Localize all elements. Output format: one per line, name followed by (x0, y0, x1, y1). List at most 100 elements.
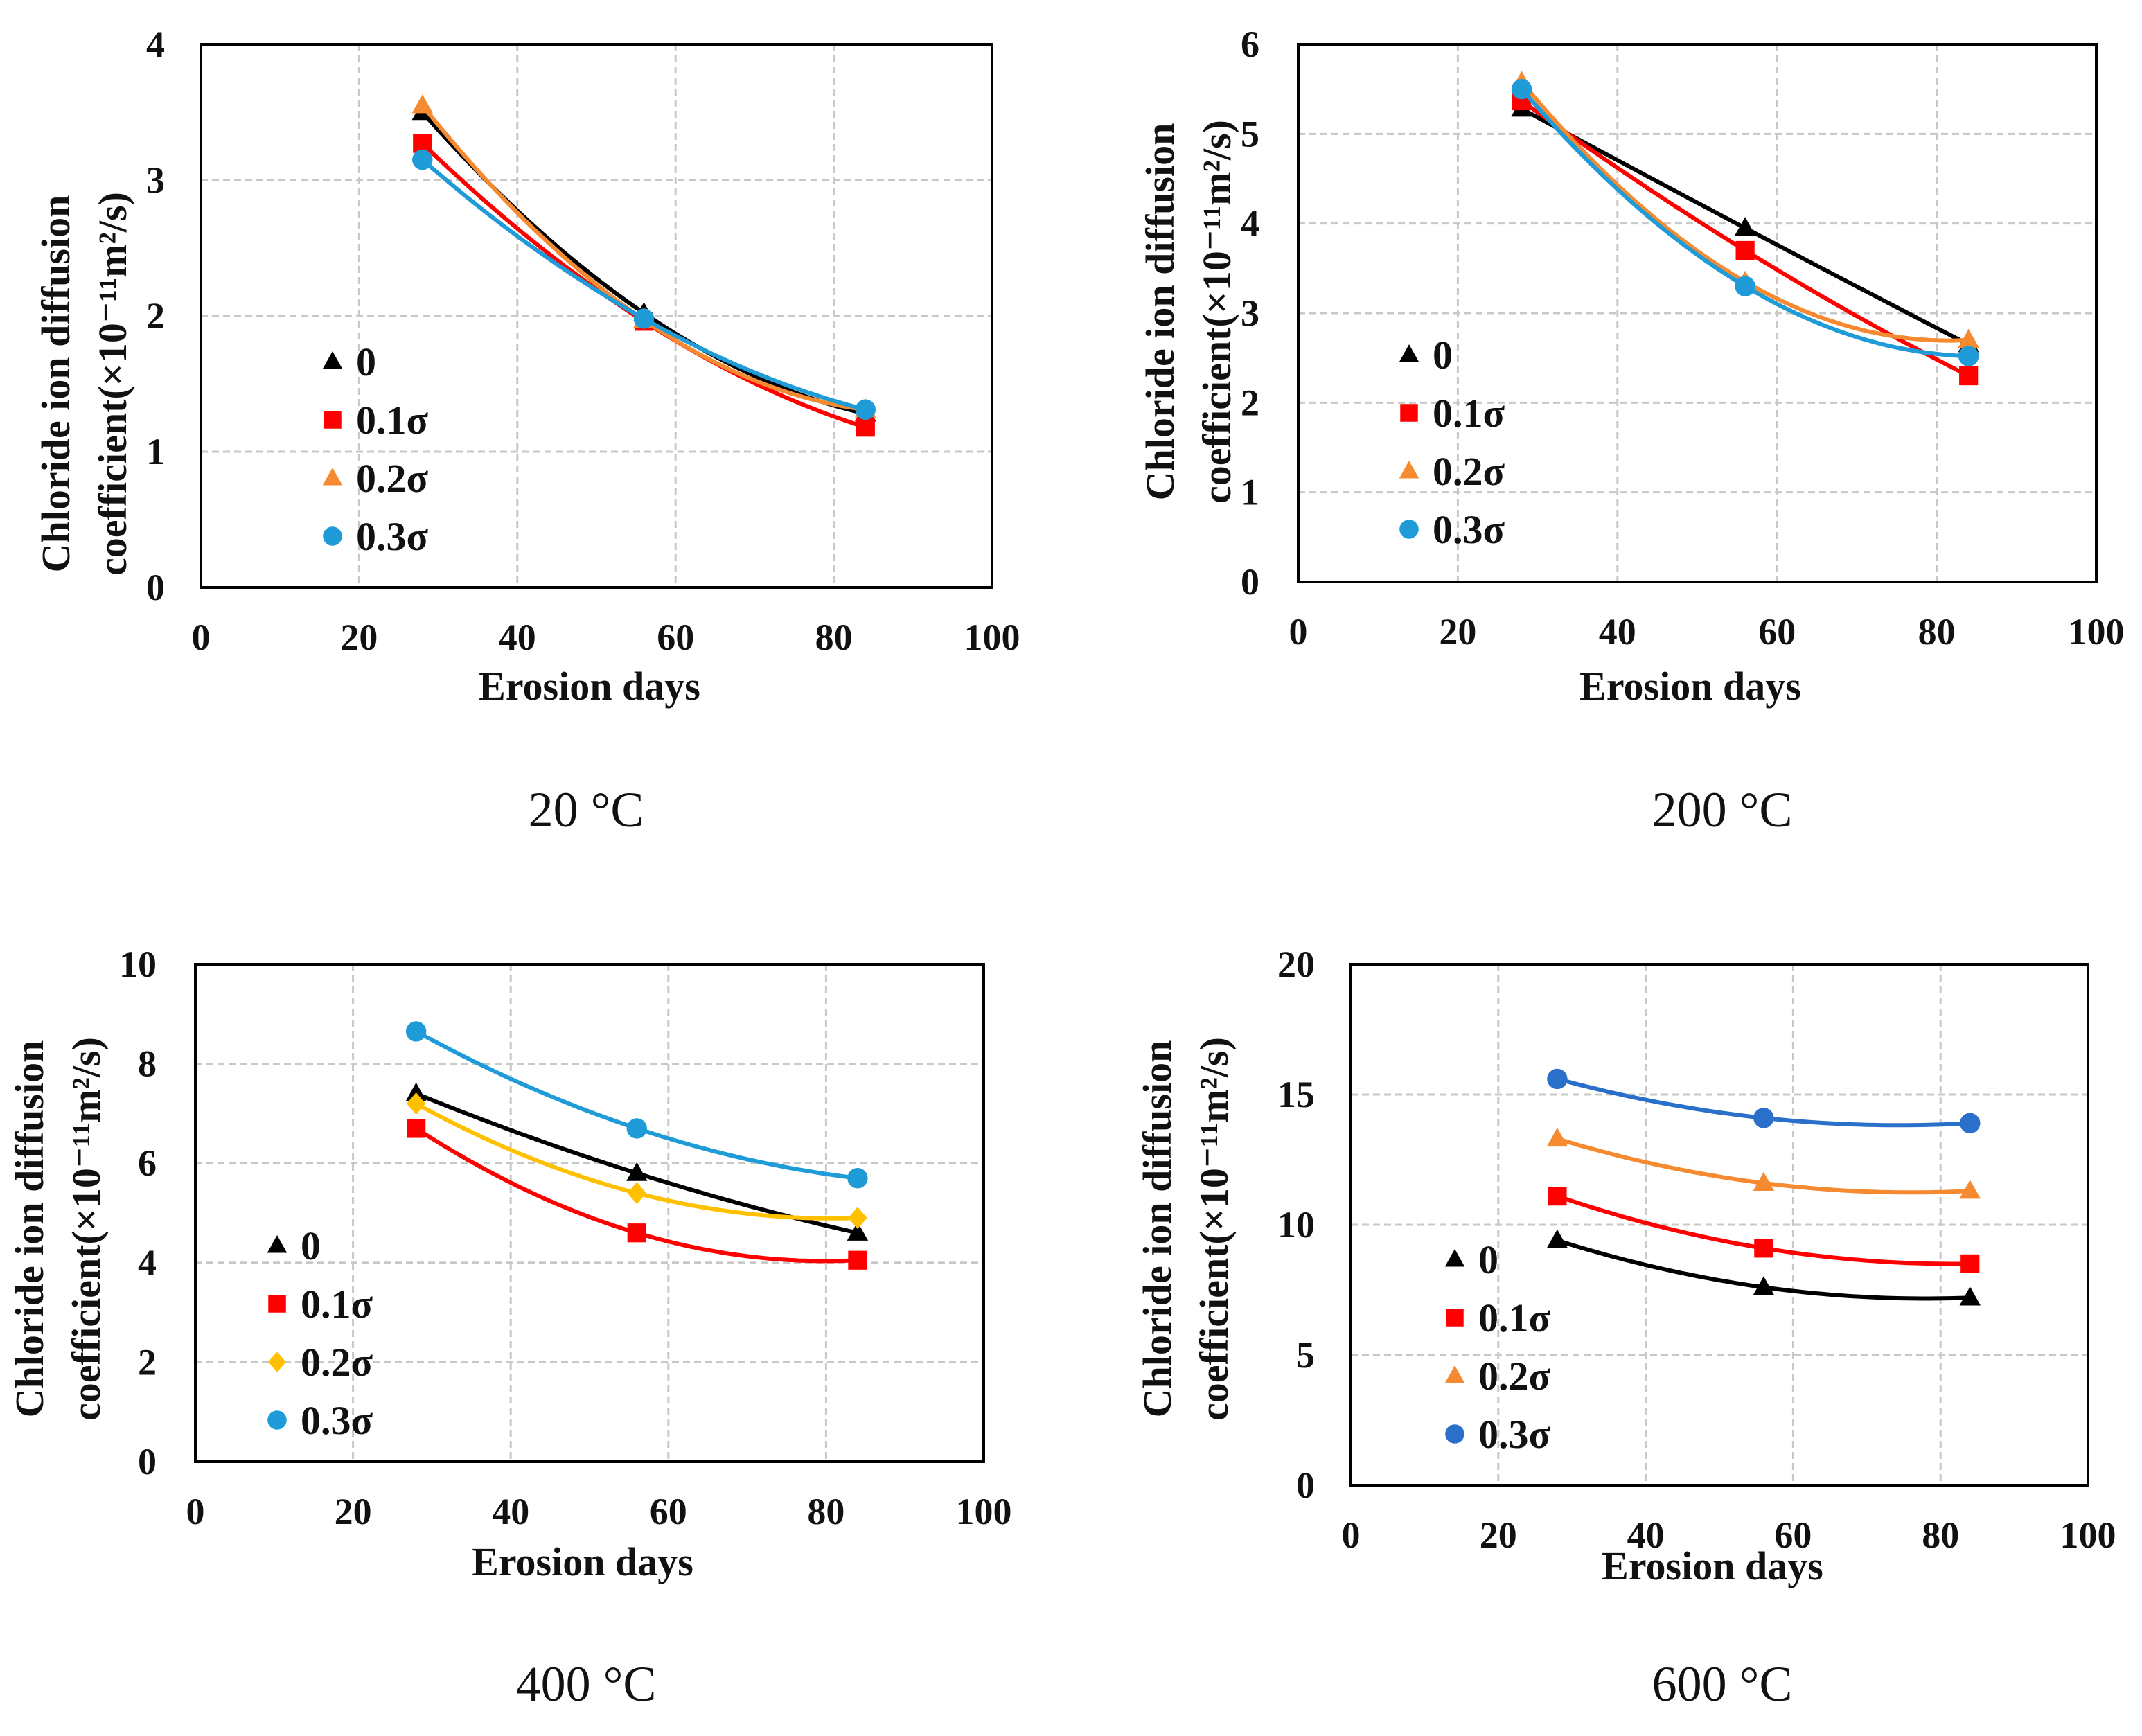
data-point-0-3sigma (412, 149, 433, 170)
y-tick-label: 0 (146, 567, 165, 608)
data-point-0-2sigma (411, 94, 433, 114)
y-tick-label: 3 (1241, 292, 1259, 334)
data-point-0-2sigma (1959, 1180, 1981, 1199)
x-tick-label: 60 (1774, 1514, 1812, 1556)
legend-label: 0.3σ (356, 514, 429, 559)
x-axis-label: Erosion days (472, 1539, 693, 1584)
legend-marker-0-2sigma (1444, 1365, 1465, 1383)
legend-label: 0 (356, 339, 376, 384)
y-tick-label: 6 (1241, 24, 1259, 65)
data-point-0 (1959, 1286, 1981, 1306)
y-tick-label: 2 (138, 1341, 157, 1383)
legend-label: 0.2σ (301, 1340, 373, 1385)
x-tick-label: 0 (192, 617, 211, 658)
chart-panel-600c: 0 20 40 60 80 100 0 5 10 15 20 Erosion days Chloride… (1135, 944, 2116, 1588)
y-tick-label: 10 (1277, 1204, 1315, 1246)
x-tick-label: 100 (2069, 611, 2125, 653)
x-tick-label: 80 (1918, 611, 1956, 653)
x-axis-label: Erosion days (1579, 664, 1801, 709)
y-axis-label-line2: coefficient(×10⁻¹¹m²/s) (1192, 1037, 1237, 1421)
x-tick-label: 40 (492, 1491, 529, 1532)
y-tick-label: 0 (138, 1441, 157, 1482)
series-0-1sigma (1548, 1187, 1980, 1273)
plot-area (195, 964, 984, 1462)
series-0-1sigma (407, 1119, 867, 1270)
y-tick-label: 1 (146, 431, 165, 472)
series-0-3sigma (1511, 78, 1979, 366)
data-point-0-3sigma (1511, 78, 1532, 100)
legend-marker-0-2sigma (322, 468, 343, 486)
data-point-0-3sigma (855, 399, 876, 420)
legend-label: 0.3σ (1433, 507, 1505, 552)
plot-frame (1297, 43, 2098, 583)
x-tick-label: 20 (335, 1491, 372, 1532)
data-point-0-2sigma (627, 1182, 646, 1205)
y-tick-label: 15 (1277, 1074, 1315, 1115)
y-tick-label: 2 (1241, 382, 1259, 423)
data-point-0 (1734, 217, 1756, 236)
y-tick-label: 6 (138, 1142, 157, 1184)
legend-label: 0.1σ (356, 398, 429, 443)
caption-600c: 600 °C (1652, 1656, 1793, 1712)
x-tick-label: 80 (1922, 1514, 1959, 1556)
legend-label: 0.2σ (1433, 449, 1505, 494)
x-tick-label: 80 (807, 1491, 844, 1532)
x-tick-label: 0 (1289, 611, 1308, 653)
legend-marker-0-3sigma (1445, 1424, 1464, 1444)
x-tick-label: 60 (657, 617, 694, 658)
legend-marker-0-2sigma (268, 1352, 286, 1372)
legend-label: 0.3σ (1478, 1412, 1551, 1457)
legend-item-0-2sigma: 0.2σ (268, 1340, 373, 1385)
caption-200c: 200 °C (1652, 782, 1793, 838)
data-point-0 (405, 1082, 427, 1101)
legend-marker-0-1sigma (1446, 1309, 1464, 1327)
plot-frame (200, 43, 993, 589)
x-tick-label: 100 (2060, 1514, 2116, 1556)
data-point-0 (626, 1162, 648, 1181)
legend-item-0-1sigma: 0.1σ (1400, 391, 1505, 436)
plot-frame (1349, 963, 2089, 1487)
legend-item-0-2sigma: 0.2σ (1444, 1354, 1551, 1399)
chart-panel-400c: 0 20 40 60 80 100 0 2 4 6 8 10 Erosion days Chloride … (7, 944, 1012, 1584)
legend-item-0-1sigma: 0.1σ (324, 398, 429, 443)
series-0-3sigma (412, 149, 876, 420)
y-tick-label: 3 (146, 159, 165, 201)
data-point-0-1sigma (1960, 1254, 1980, 1273)
series-0-2sigma (1546, 1127, 1981, 1199)
legend-marker-0-3sigma (267, 1410, 287, 1430)
y-tick-label: 5 (1296, 1334, 1315, 1376)
legend-label: 0.2σ (356, 456, 429, 501)
data-point-0-2sigma (407, 1092, 426, 1115)
series-0-2sigma (407, 1092, 867, 1230)
y-axis-label-line2: coefficient(×10⁻¹¹m²/s) (1194, 120, 1239, 504)
x-axis-label: Erosion days (1602, 1543, 1823, 1588)
legend-item-0-2sigma: 0.2σ (322, 456, 429, 501)
data-point-0-1sigma (1959, 366, 1979, 386)
legend-item-0-3sigma: 0.3σ (1399, 507, 1505, 552)
x-tick-label: 100 (964, 617, 1020, 658)
y-tick-label: 10 (119, 944, 157, 985)
data-point-0-2sigma (1958, 328, 1979, 348)
legend-item-0-1sigma: 0.1σ (1446, 1295, 1551, 1340)
x-tick-label: 20 (1480, 1514, 1517, 1556)
data-point-0-2sigma (1753, 1171, 1775, 1192)
legend-item-0: 0 (267, 1223, 321, 1268)
legend-item-0-3sigma: 0.3σ (267, 1398, 373, 1443)
plot-frame (194, 963, 985, 1463)
legend-label: 0.1σ (301, 1282, 373, 1327)
chart-panel-200c: 0 20 40 60 80 100 0 1 2 3 4 5 6 Erosion days Chloride … (1138, 24, 2125, 709)
x-axis-label: Erosion days (479, 664, 700, 709)
y-tick-label: 0 (1296, 1464, 1315, 1506)
x-tick-label: 60 (1758, 611, 1796, 653)
series-0-3sigma (1547, 1068, 1981, 1134)
legend-label: 0.3σ (301, 1398, 373, 1443)
x-tick-label: 80 (815, 617, 853, 658)
data-point-0-1sigma (1548, 1187, 1567, 1206)
legend-item-0: 0 (1444, 1237, 1498, 1282)
legend-item-0: 0 (322, 339, 376, 384)
legend-marker-0 (322, 351, 343, 369)
data-point-0 (847, 1221, 869, 1241)
legend-item-0-2sigma: 0.2σ (1399, 449, 1505, 494)
data-point-0-1sigma (856, 418, 875, 437)
